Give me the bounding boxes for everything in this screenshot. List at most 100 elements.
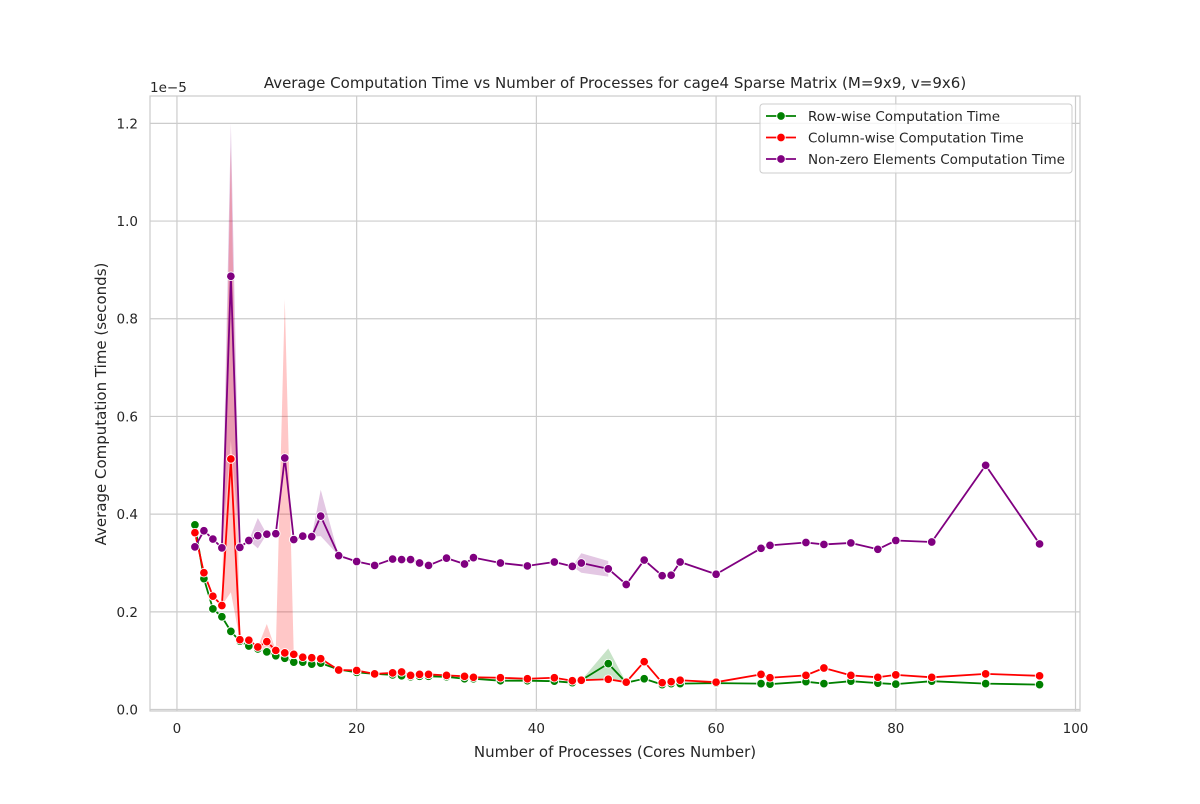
non-zero-elements-computation-time-point bbox=[235, 542, 245, 553]
column-wise-computation-time-point bbox=[567, 675, 578, 686]
non-zero-elements-computation-time-point bbox=[1034, 539, 1045, 549]
row-wise-computation-time-point bbox=[980, 678, 991, 689]
x-tick-label: 60 bbox=[707, 721, 724, 737]
column-wise-computation-time-point bbox=[756, 669, 766, 680]
column-wise-computation-time-point bbox=[369, 669, 380, 679]
column-wise-computation-time-point bbox=[387, 668, 398, 678]
row-wise-computation-time-point bbox=[891, 679, 901, 689]
non-zero-elements-computation-time-point bbox=[666, 570, 676, 580]
column-wise-computation-time-point bbox=[208, 591, 218, 601]
legend-label-row-wise-computation-time: Row-wise Computation Time bbox=[808, 109, 1000, 125]
legend-box bbox=[759, 103, 1073, 174]
non-zero-elements-computation-time-point bbox=[208, 534, 218, 544]
column-wise-computation-time-point bbox=[423, 669, 434, 680]
non-zero-elements-computation-time-point bbox=[333, 550, 344, 561]
non-zero-elements-computation-time-point bbox=[253, 530, 263, 541]
x-tick-label: 100 bbox=[1063, 721, 1089, 737]
non-zero-elements-computation-time-point bbox=[980, 460, 991, 471]
column-wise-computation-time-point bbox=[873, 672, 883, 683]
column-wise-computation-time-point bbox=[217, 600, 227, 611]
column-wise-computation-time-point bbox=[639, 656, 649, 667]
non-zero-elements-computation-time-point bbox=[289, 534, 299, 545]
legend: Row-wise Computation Time Column-wise Com… bbox=[759, 103, 1073, 174]
y-scale-multiplier: 1e−5 bbox=[150, 80, 187, 96]
non-zero-elements-computation-time-point bbox=[756, 543, 766, 554]
non-zero-elements-computation-time-point bbox=[262, 529, 272, 539]
legend-label-column-wise-computation-time: Column-wise Computation Time bbox=[808, 131, 1024, 147]
non-zero-elements-computation-time-point bbox=[873, 544, 883, 555]
x-tick-label: 80 bbox=[887, 721, 904, 737]
non-zero-elements-computation-time-point bbox=[657, 570, 667, 581]
row-wise-computation-time-point bbox=[1034, 679, 1045, 690]
column-wise-computation-time-point bbox=[190, 527, 200, 538]
row-wise-computation-time-point bbox=[756, 678, 766, 689]
non-zero-elements-computation-time-point bbox=[765, 540, 775, 551]
row-wise-computation-time-point bbox=[262, 647, 272, 657]
row-wise-computation-time-point bbox=[819, 678, 829, 689]
column-wise-computation-time-point bbox=[396, 667, 407, 677]
column-wise-computation-time-point bbox=[271, 645, 281, 656]
column-wise-computation-time-point bbox=[980, 669, 991, 679]
legend-label-non-zero-elements-computation-time: Non-zero Elements Computation Time bbox=[808, 152, 1065, 168]
non-zero-elements-computation-time-point bbox=[846, 538, 856, 548]
column-wise-computation-time-point bbox=[199, 568, 209, 578]
column-wise-computation-time-point bbox=[576, 675, 587, 685]
non-zero-elements-computation-time-point bbox=[459, 559, 470, 569]
column-wise-computation-time-point bbox=[468, 672, 479, 683]
non-zero-elements-computation-time-point bbox=[522, 561, 533, 571]
non-zero-elements-computation-time-point bbox=[819, 539, 829, 550]
non-zero-elements-computation-time-point bbox=[298, 531, 308, 541]
column-wise-computation-time-point bbox=[549, 673, 560, 683]
confidence-band bbox=[221, 123, 240, 548]
non-zero-elements-computation-time-point bbox=[603, 564, 614, 574]
legend-swatch-marker bbox=[776, 111, 786, 121]
non-zero-elements-computation-time-point bbox=[226, 271, 236, 282]
non-zero-elements-computation-time-point bbox=[315, 511, 326, 521]
non-zero-elements-computation-time-point bbox=[711, 569, 721, 579]
column-wise-computation-time-point bbox=[226, 454, 236, 464]
column-wise-computation-time-point bbox=[926, 672, 937, 683]
plot-frame bbox=[149, 95, 1081, 712]
column-wise-computation-time-point bbox=[253, 642, 263, 652]
column-wise-computation-time-point bbox=[1034, 671, 1045, 681]
x-tick-label: 20 bbox=[348, 721, 365, 737]
non-zero-elements-computation-time-point bbox=[549, 557, 560, 567]
y-tick-label: 0.2 bbox=[117, 605, 138, 621]
column-wise-computation-time-point bbox=[846, 670, 856, 681]
column-wise-computation-time-point bbox=[657, 677, 667, 688]
y-tick-label: 0.0 bbox=[117, 703, 138, 719]
non-zero-elements-computation-time-point bbox=[369, 560, 380, 571]
row-wise-computation-time-point bbox=[226, 626, 236, 637]
non-zero-elements-computation-time-point bbox=[639, 555, 649, 565]
non-zero-elements-computation-time-point bbox=[468, 552, 479, 563]
x-axis-ticks: 0 20 40 60 80 100 bbox=[173, 721, 1089, 737]
row-wise-computation-time-point bbox=[603, 658, 614, 669]
legend-swatch-marker bbox=[776, 154, 786, 164]
non-zero-elements-computation-time-point bbox=[675, 557, 685, 567]
non-zero-elements-computation-time-point bbox=[414, 558, 425, 568]
column-wise-computation-time-point bbox=[244, 635, 254, 645]
y-tick-label: 1.2 bbox=[117, 116, 138, 132]
y-axis-label: Average Computation Time (seconds) bbox=[92, 263, 110, 546]
column-wise-computation-time-point bbox=[405, 670, 416, 681]
column-wise-computation-time-point bbox=[666, 676, 676, 687]
non-zero-elements-computation-time-point bbox=[280, 453, 290, 463]
column-wise-computation-time-point bbox=[891, 670, 901, 680]
column-wise-computation-time-point bbox=[235, 634, 245, 645]
non-zero-elements-computation-time-point bbox=[423, 560, 434, 571]
confidence-band bbox=[275, 299, 294, 656]
row-wise-computation-time-point bbox=[639, 674, 649, 684]
non-zero-elements-computation-time-point bbox=[441, 553, 452, 563]
x-tick-label: 0 bbox=[173, 721, 182, 737]
x-axis-label: Number of Processes (Cores Number) bbox=[474, 743, 756, 761]
column-wise-computation-time-point bbox=[522, 674, 533, 684]
non-zero-elements-computation-time-point bbox=[217, 543, 227, 553]
column-wise-computation-time-point bbox=[333, 665, 344, 675]
column-wise-computation-time-point bbox=[315, 653, 326, 664]
y-tick-label: 1.0 bbox=[117, 214, 138, 230]
non-zero-elements-computation-time-point bbox=[199, 525, 209, 536]
y-tick-label: 0.6 bbox=[117, 409, 138, 425]
x-tick-label: 40 bbox=[528, 721, 545, 737]
column-wise-computation-time-point bbox=[262, 636, 272, 647]
non-zero-elements-computation-time-point bbox=[405, 554, 416, 565]
